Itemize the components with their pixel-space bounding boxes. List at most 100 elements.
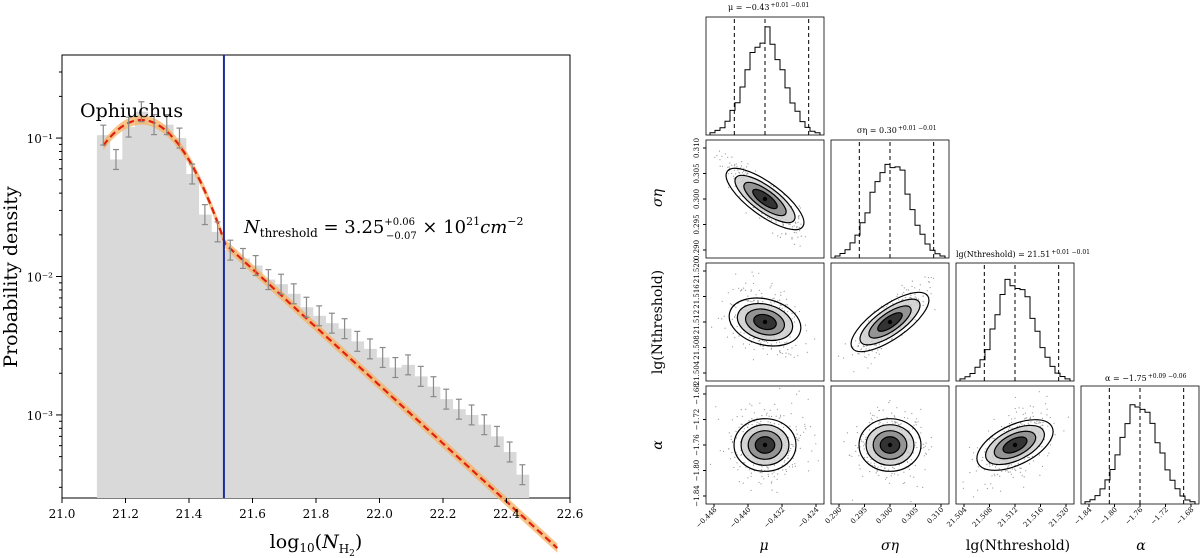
sample-point — [733, 169, 736, 171]
sample-point — [1015, 411, 1018, 413]
sample-point — [799, 434, 802, 436]
x-ticks: 21.0 21.2 21.4 21.6 21.8 22.0 22.2 22.4 22.6 — [49, 498, 584, 521]
x-tick-label: 21.8 — [303, 507, 330, 521]
error-bar — [189, 163, 196, 185]
y-axis-label: Probability density — [0, 186, 22, 368]
sample-point — [737, 169, 739, 171]
sample-point — [919, 284, 921, 286]
sample-point — [837, 355, 840, 357]
sample-point — [735, 163, 737, 165]
sample-point — [976, 447, 979, 449]
sample-point — [873, 310, 875, 312]
contour — [872, 430, 908, 460]
sample-point — [718, 150, 721, 152]
sample-point — [805, 428, 807, 430]
sample-point — [777, 300, 779, 302]
error-bar — [316, 305, 323, 327]
sample-point — [741, 423, 743, 425]
sample-point — [814, 434, 816, 436]
sample-point — [767, 468, 769, 470]
x-tick-label: 21.6 — [239, 507, 266, 521]
sample-point — [1027, 422, 1029, 424]
corner-x-tick-label: 21.512 — [996, 506, 1019, 529]
sample-point — [1039, 474, 1041, 476]
sample-point — [742, 343, 745, 345]
sample-point — [752, 359, 755, 361]
sample-point — [776, 354, 779, 356]
sample-point — [752, 275, 754, 277]
sample-point — [920, 426, 922, 428]
sample-point — [790, 413, 792, 415]
sample-point — [908, 430, 910, 432]
sample-point — [878, 353, 880, 355]
sample-point — [1040, 412, 1042, 414]
xlabel-mu: μ — [759, 538, 768, 554]
sample-point — [792, 445, 794, 447]
sample-point — [911, 428, 914, 430]
sample-point — [916, 418, 918, 420]
sample-point — [874, 344, 876, 346]
sample-point — [994, 438, 996, 440]
sample-point — [1003, 430, 1005, 432]
sample-point — [991, 475, 993, 477]
corner-y-tick-label: −1.68 — [693, 383, 701, 404]
sample-point — [1024, 418, 1026, 420]
sample-point — [907, 461, 909, 463]
corner-x-tick-label: 0.310 — [926, 506, 946, 526]
sample-point — [875, 352, 877, 354]
sample-point — [782, 469, 784, 471]
sample-point — [783, 415, 785, 417]
sample-point — [859, 468, 861, 470]
corner-y-tick-label: 0.305 — [693, 163, 701, 183]
sample-point — [793, 231, 795, 234]
hist-bar — [198, 214, 212, 498]
sample-point — [887, 469, 890, 471]
sample-point — [986, 463, 988, 465]
sample-point — [858, 342, 860, 344]
sample-point — [971, 458, 973, 461]
sample-point — [811, 450, 813, 452]
corner-x-tick-label: 0.300 — [875, 506, 895, 526]
sample-point — [1011, 468, 1014, 470]
sample-point — [999, 475, 1001, 477]
panel-frame — [830, 262, 950, 382]
error-bar — [506, 441, 513, 463]
sample-point — [805, 343, 807, 345]
sample-point — [780, 416, 782, 418]
sample-point — [930, 436, 932, 439]
sample-point — [745, 212, 747, 214]
sample-point — [751, 271, 753, 273]
corner-x-tick-label: −1.84 — [1073, 505, 1094, 526]
sample-point — [797, 355, 799, 357]
sample-point — [734, 165, 736, 167]
sample-point — [924, 276, 926, 278]
sample-point — [785, 470, 788, 473]
sample-point — [778, 417, 780, 419]
hist-bar — [160, 124, 174, 499]
sample-point — [732, 288, 734, 291]
sample-point — [794, 465, 797, 467]
sample-point — [751, 418, 753, 420]
sample-point — [781, 352, 783, 355]
sample-point — [1004, 470, 1007, 472]
error-bar — [379, 346, 386, 369]
title-sigma: ση = 0.30+0.01 −0.01 — [857, 125, 937, 135]
sample-point — [918, 289, 921, 291]
xlabel-alpha: α — [1136, 538, 1146, 554]
sample-point — [1041, 446, 1043, 448]
hist-bar — [274, 284, 288, 498]
sample-point — [732, 175, 735, 177]
x-tick-label: 22.6 — [557, 507, 584, 521]
error-bar — [151, 114, 158, 136]
sample-point — [775, 415, 777, 417]
sample-point — [747, 295, 749, 297]
sample-point — [903, 417, 906, 419]
sample-point — [771, 415, 773, 418]
sample-point — [738, 426, 740, 428]
sample-point — [925, 442, 927, 444]
hist-panel-3 — [1080, 385, 1200, 505]
contour — [747, 430, 783, 460]
sample-point — [898, 464, 901, 466]
sample-point — [891, 472, 893, 474]
scatter-panel-1-0 — [705, 139, 825, 259]
